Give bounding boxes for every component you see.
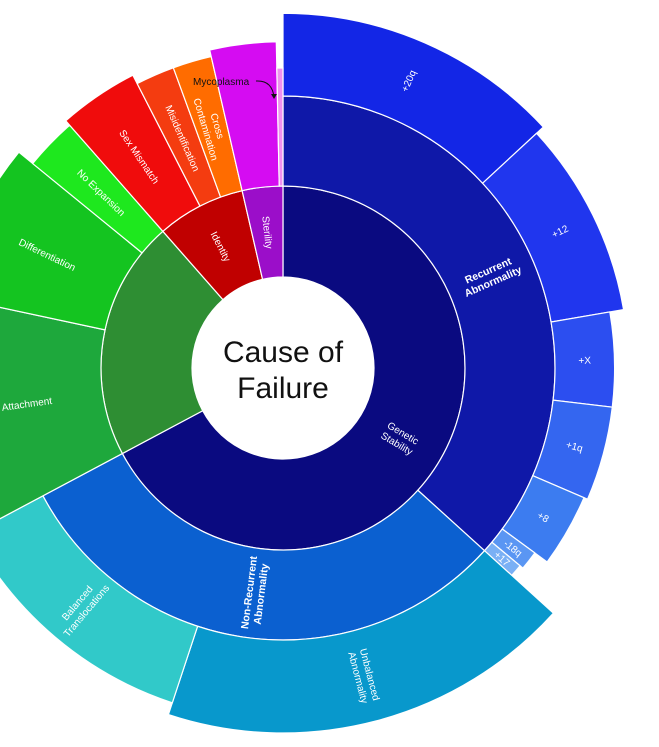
callout-mycoplasma: Mycoplasma: [193, 77, 250, 88]
center-hole: [192, 277, 374, 459]
segment-mycoplasma: [276, 67, 284, 187]
label-8: +8: [535, 510, 551, 525]
label-x: +X: [578, 356, 591, 367]
center-title-line-1: Cause of: [223, 336, 344, 369]
center-title-line-2: Failure: [237, 372, 329, 405]
callout-arrowhead: [271, 94, 277, 99]
sunburst-rings: [0, 12, 625, 734]
segment-balanced-translocations: [0, 495, 199, 704]
label-sterility: Sterility: [259, 216, 274, 250]
segment-no-attachment: [0, 306, 124, 520]
segment-20q: [282, 12, 545, 185]
label-1q: +1q: [565, 440, 584, 455]
segment-unbalanced-abnormality: [167, 549, 555, 734]
callouts: Mycoplasma: [193, 77, 277, 99]
segment-differentiation: [0, 151, 143, 331]
